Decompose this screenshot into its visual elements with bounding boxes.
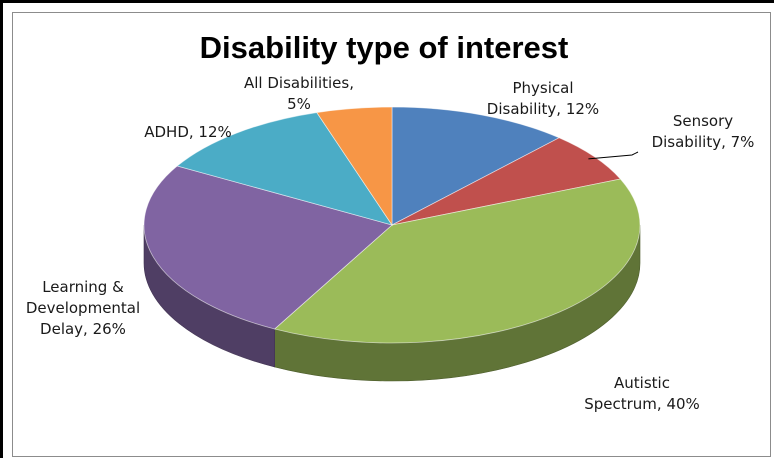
slice-label-0: Physical Disability, 12% (487, 79, 599, 118)
pie-slice-0 (391, 106, 561, 226)
slice-label-3: Learning & Developmental Delay, 26% (26, 278, 140, 338)
slice-label-2: Autistic Spectrum, 40% (584, 374, 700, 413)
pie-slice-2 (273, 178, 641, 344)
leader-line-sensory (588, 151, 639, 160)
pie-slice-4 (176, 112, 393, 226)
chart-title: Disability type of interest (200, 30, 569, 65)
slice-label-1: Sensory Disability, 7% (652, 112, 755, 151)
slice-label-4: ADHD, 12% (144, 123, 232, 141)
pie-slice-5 (316, 106, 393, 227)
pie-slices (143, 106, 641, 382)
pie-labels: Physical Disability, 12% Sensory Disability… (26, 74, 755, 413)
slice-label-5: All Disabilities, 5% (244, 74, 354, 113)
pie-slice-1 (391, 137, 622, 226)
pie-slice-3 (143, 165, 393, 330)
